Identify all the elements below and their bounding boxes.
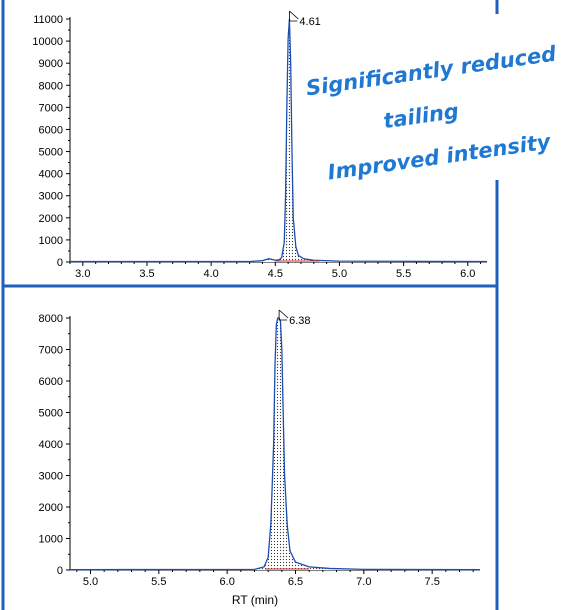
y-tick-label: 0 bbox=[57, 565, 63, 577]
x-axis-label: RT (min) bbox=[232, 593, 278, 607]
y-tick-label: 2000 bbox=[39, 213, 63, 225]
y-tick-label: 11000 bbox=[33, 14, 63, 26]
series-line bbox=[70, 18, 488, 263]
x-tick-label: 3.5 bbox=[139, 268, 154, 280]
peak-flag bbox=[278, 310, 288, 321]
peak-flag-diag bbox=[289, 10, 299, 20]
y-tick-label: 3000 bbox=[39, 471, 63, 483]
y-tick-label: 2000 bbox=[39, 502, 63, 514]
peak-flag bbox=[289, 11, 298, 22]
chromatogram-top: 0 1000 2000 3000 4000 5000 6000 7000 8000 9000 100… bbox=[32, 10, 488, 280]
y-tick-label: 10000 bbox=[32, 36, 63, 48]
y-tick-label: 6000 bbox=[39, 124, 63, 136]
y-tick-label: 9000 bbox=[39, 58, 63, 70]
x-tick-label: 7.0 bbox=[356, 576, 371, 588]
callout-annotation: Significantly reduced tailing Improved i… bbox=[305, 42, 559, 185]
x-tick-label: 6.5 bbox=[288, 576, 303, 588]
chromatogram-bottom: 0 1000 2000 3000 4000 5000 6000 7000 8000 5.0 5.5 6… bbox=[39, 309, 481, 607]
y-tick-label: 5000 bbox=[39, 147, 63, 159]
y-tick-label: 8000 bbox=[39, 313, 63, 325]
callout-line-1: Significantly reduced bbox=[305, 42, 559, 101]
peak-flag-diag bbox=[278, 309, 289, 319]
x-tick-label: 5.0 bbox=[332, 268, 347, 280]
peak-area bbox=[70, 318, 480, 570]
x-tick-label: 6.0 bbox=[220, 576, 235, 588]
y-tick-label: 3000 bbox=[39, 191, 63, 203]
series-line bbox=[69, 317, 481, 571]
y-tick-label: 7000 bbox=[39, 345, 63, 357]
y-tick-label: 1000 bbox=[39, 235, 63, 247]
y-tick-label: 4000 bbox=[39, 169, 63, 181]
callout-line-2: tailing bbox=[382, 99, 460, 133]
x-tick-label: 4.0 bbox=[203, 268, 218, 280]
y-tick-label: 6000 bbox=[39, 376, 63, 388]
callout-line-3: Improved intensity bbox=[326, 129, 553, 184]
y-tick-label: 5000 bbox=[39, 408, 63, 420]
peak-area bbox=[70, 19, 487, 262]
x-tick-label: 6.0 bbox=[460, 268, 475, 280]
x-tick-label: 4.5 bbox=[268, 268, 283, 280]
peak-rt-label: 6.38 bbox=[289, 315, 310, 327]
y-tick-label: 1000 bbox=[39, 534, 63, 546]
x-tick-label: 5.5 bbox=[396, 268, 411, 280]
y-tick-label: 4000 bbox=[39, 439, 63, 451]
peak-rt-label: 4.61 bbox=[299, 16, 320, 28]
x-tick-label: 3.0 bbox=[75, 268, 90, 280]
x-tick-label: 5.0 bbox=[83, 576, 98, 588]
y-tick-label: 7000 bbox=[39, 102, 63, 114]
y-tick-label: 8000 bbox=[39, 80, 63, 92]
y-tick-label: 0 bbox=[57, 257, 63, 269]
x-tick-label: 7.5 bbox=[425, 576, 440, 588]
x-tick-label: 5.5 bbox=[151, 576, 166, 588]
